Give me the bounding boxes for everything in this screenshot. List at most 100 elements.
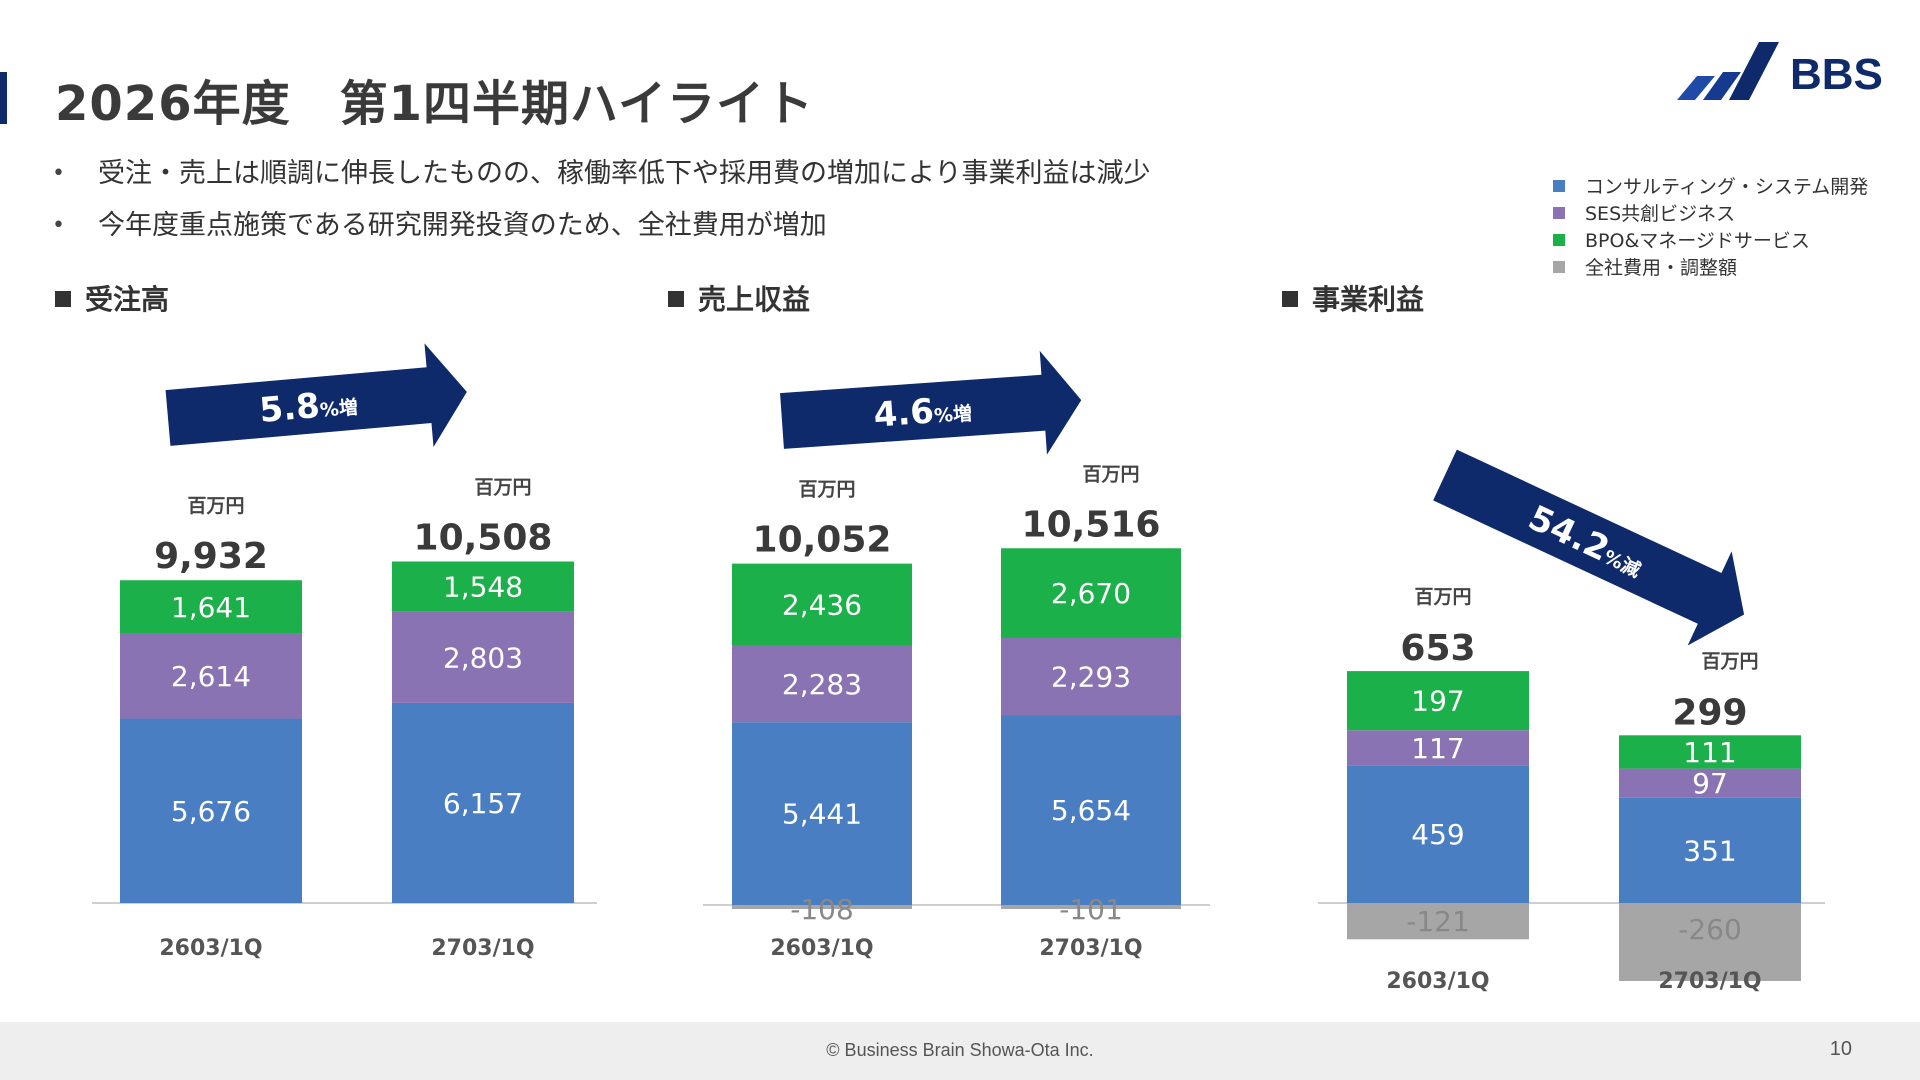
unit-label: 百万円 — [474, 476, 531, 498]
bar-value-label: -108 — [790, 893, 854, 926]
bar-segment — [1001, 715, 1181, 905]
section-title-profit: 事業利益 — [1282, 278, 1424, 318]
bar-segment — [120, 718, 302, 903]
bar-segment-negative — [1347, 903, 1529, 940]
section-square-icon — [1282, 291, 1298, 307]
legend-label: BPO&マネージドサービス — [1585, 230, 1810, 252]
bar-value-label: 2,293 — [1051, 661, 1131, 694]
bbs-logo-icon — [1677, 42, 1779, 100]
bar-value-label: 97 — [1692, 767, 1728, 800]
bar-value-label: 111 — [1683, 736, 1736, 769]
category-label: 2603/1Q — [1386, 969, 1489, 994]
bar-value-label: 2,614 — [171, 660, 251, 693]
section-title-text: 事業利益 — [1312, 283, 1425, 316]
unit-label: 百万円 — [1414, 586, 1471, 608]
category-label: 2703/1Q — [1039, 936, 1142, 961]
bar-value-label: 2,436 — [782, 589, 862, 622]
bar-segment — [392, 561, 574, 612]
bar-segment — [1001, 548, 1181, 638]
bar-value-label: 6,157 — [443, 787, 523, 820]
bar-value-label: 1,641 — [171, 591, 251, 624]
section-title-text: 売上収益 — [698, 283, 811, 316]
unit-label: 百万円 — [1701, 650, 1758, 672]
title-accent-bar — [0, 72, 7, 124]
bar-segment-negative — [1619, 903, 1801, 981]
bar-segment-negative — [732, 905, 912, 909]
section-square-icon — [668, 291, 684, 307]
bar-value-label: -101 — [1059, 893, 1123, 926]
bar-segment — [732, 645, 912, 723]
bar-value-label: 5,441 — [782, 798, 862, 831]
bar-value-label: 2,670 — [1051, 577, 1131, 610]
legend-item: BPO&マネージドサービス — [1553, 226, 1868, 253]
arrow-shape — [165, 343, 467, 447]
bullet-item: • 受注・売上は順調に伸長したものの、稼働率低下や採用費の増加により事業利益は減少 — [52, 152, 1150, 204]
legend-label: 全社費用・調整額 — [1585, 257, 1738, 279]
bar-segment — [1619, 797, 1801, 903]
bar-segment — [120, 633, 302, 719]
bar-segment — [1001, 637, 1181, 716]
legend-swatch — [1553, 233, 1565, 246]
bar-value-label: 5,676 — [171, 795, 251, 828]
bar-total-label: 9,932 — [154, 536, 268, 577]
unit-label: 百万円 — [1082, 463, 1139, 485]
bar-value-label: 197 — [1411, 685, 1464, 718]
category-label: 2703/1Q — [431, 936, 534, 961]
bar-value-label: 2,283 — [782, 668, 862, 701]
footer-copyright: © Business Brain Showa-Ota Inc. — [826, 1040, 1094, 1060]
bar-value-label: -260 — [1678, 913, 1742, 946]
bar-total-label: 653 — [1400, 628, 1475, 669]
bar-segment — [1347, 765, 1529, 903]
bar-segment — [392, 611, 574, 703]
bar-value-label: 117 — [1411, 732, 1464, 765]
unit-label: 百万円 — [798, 479, 855, 501]
bar-value-label: -121 — [1406, 905, 1470, 938]
bar-segment — [732, 563, 912, 646]
charts-canvas: 5,676 2,614 1,641 百万円 9,932 2603/1Q 6,157 2,803… — [92, 343, 1825, 994]
logo-text: BBS — [1790, 50, 1883, 99]
legend-label: SES共創ビジネス — [1585, 203, 1736, 225]
bar-segment — [1347, 730, 1529, 766]
page-title: 2026年度 第1四半期ハイライト — [55, 76, 815, 132]
legend-item: SES共創ビジネス — [1553, 199, 1868, 226]
section-title-revenue: 売上収益 — [668, 278, 810, 318]
bar-value-label: 351 — [1683, 834, 1736, 867]
bar-total-label: 10,516 — [1022, 504, 1161, 545]
bar-value-label: 5,654 — [1051, 794, 1131, 827]
section-square-icon — [55, 291, 71, 307]
bullet-glyph: • — [52, 161, 65, 186]
bullet-glyph: • — [52, 213, 65, 238]
bar-total-label: 10,508 — [414, 517, 553, 558]
category-label: 2603/1Q — [770, 936, 873, 961]
bar-total-label: 10,052 — [753, 520, 892, 561]
page-number: 10 — [1829, 1038, 1852, 1060]
chart-legend: コンサルティング・システム開発 SES共創ビジネス BPO&マネージドサービス … — [1553, 172, 1868, 280]
bullet-text: 今年度重点施策である研究開発投資のため、全社費用が増加 — [98, 210, 827, 241]
highlight-bullets: • 受注・売上は順調に伸長したものの、稼働率低下や採用費の増加により事業利益は減少… — [52, 152, 1150, 256]
unit-label: 百万円 — [187, 495, 244, 517]
legend-swatch — [1553, 260, 1565, 273]
legend-item: コンサルティング・システム開発 — [1553, 172, 1868, 199]
change-rate-label: 4.6%増 — [872, 389, 973, 436]
legend-swatch — [1553, 179, 1565, 192]
legend-swatch — [1553, 206, 1565, 219]
bar-segment-negative — [1001, 905, 1181, 909]
section-title-orders: 受注高 — [55, 278, 169, 318]
bar-total-label: 299 — [1672, 692, 1747, 733]
section-title-text: 受注高 — [85, 283, 170, 316]
bar-value-label: 459 — [1411, 818, 1464, 851]
bar-segment — [1619, 768, 1801, 798]
bullet-text: 受注・売上は順調に伸長したものの、稼働率低下や採用費の増加により事業利益は減少 — [98, 158, 1151, 189]
arrow-shape — [780, 350, 1082, 455]
bar-value-label: 2,803 — [443, 641, 523, 674]
bar-segment — [732, 722, 912, 905]
legend-item: 全社費用・調整額 — [1553, 253, 1868, 280]
increase-arrow-icon: 4.6%増 — [780, 350, 1082, 455]
arrow-shape — [1433, 449, 1745, 646]
category-label: 2703/1Q — [1658, 969, 1761, 994]
increase-arrow-icon: 5.8%増 — [165, 343, 467, 447]
category-label: 2603/1Q — [159, 936, 262, 961]
change-rate-label: 5.8%増 — [258, 383, 359, 431]
bar-segment — [1347, 671, 1529, 731]
decrease-arrow-icon: 54.2%減 — [1433, 449, 1745, 646]
